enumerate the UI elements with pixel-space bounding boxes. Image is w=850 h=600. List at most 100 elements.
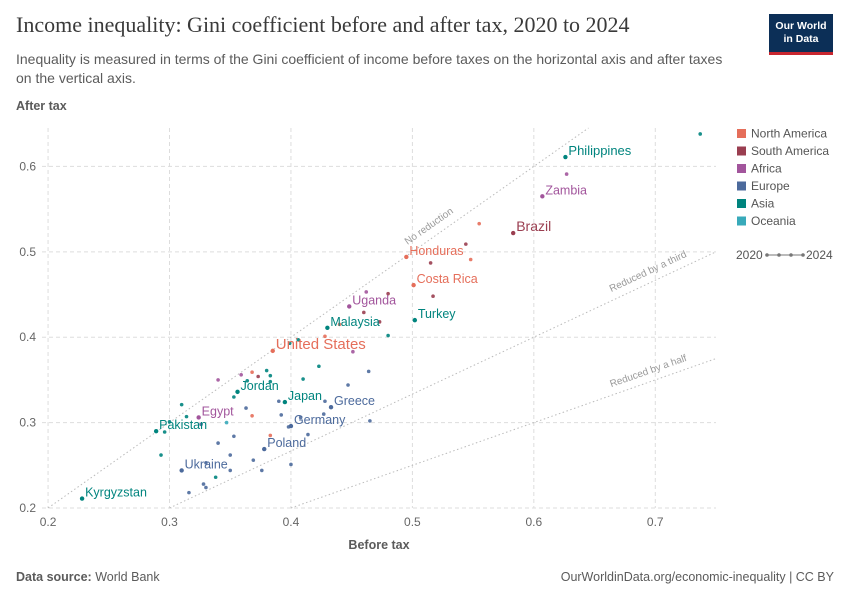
- data-point: [337, 322, 342, 327]
- data-point: [288, 423, 294, 429]
- footer-source: Data source: World Bank: [16, 570, 160, 584]
- country-label: Honduras: [409, 244, 463, 258]
- data-point: [431, 294, 435, 299]
- data-point: [204, 460, 208, 465]
- data-point: [228, 453, 233, 457]
- data-point: [153, 428, 159, 434]
- data-point: [468, 257, 473, 262]
- legend-swatch: [737, 216, 746, 226]
- data-point: [328, 405, 334, 410]
- legend-label: South America: [751, 144, 829, 158]
- data-point: [404, 254, 409, 260]
- legend-swatch: [737, 129, 746, 138]
- legend-label: Oceania: [751, 214, 796, 228]
- legend-swatch: [737, 164, 746, 173]
- country-labels: Philippines Zambia Brazil Honduras Costa Ric…: [85, 143, 632, 500]
- data-point: [386, 333, 390, 338]
- reference-line: [47, 127, 589, 509]
- data-point: [228, 468, 233, 473]
- reference-line-label: Reduced by a half: [609, 353, 689, 390]
- data-point: [268, 379, 273, 384]
- logo-line-2: in Data: [783, 33, 819, 45]
- data-point: [270, 348, 275, 354]
- y-tick-label: 0.6: [19, 159, 36, 173]
- time-legend-dot: [765, 253, 769, 257]
- data-point: [251, 458, 256, 462]
- country-label: Brazil: [516, 218, 551, 234]
- data-point: [199, 422, 203, 427]
- data-point: [301, 377, 305, 381]
- country-label: Pakistan: [159, 418, 207, 432]
- data-point: [187, 490, 191, 495]
- data-point: [411, 282, 416, 288]
- data-point: [159, 453, 163, 457]
- source-label: Data source:: [16, 570, 92, 584]
- time-legend-end: 2024: [806, 248, 833, 262]
- country-label: Malaysia: [330, 315, 379, 329]
- country-label: Japan: [288, 389, 322, 403]
- time-legend-dot: [789, 253, 793, 257]
- data-point: [204, 485, 208, 490]
- chart-title: Income inequality: Gini coefficient befo…: [16, 12, 630, 37]
- country-label: Kyrgyzstan: [85, 486, 147, 500]
- data-point: [347, 304, 352, 309]
- country-label: United States: [276, 336, 366, 353]
- y-tick-label: 0.5: [19, 245, 36, 259]
- legend-label: Asia: [751, 197, 775, 211]
- data-point: [79, 496, 85, 501]
- data-point: [386, 291, 390, 296]
- data-point: [256, 374, 260, 379]
- data-point: [362, 310, 366, 315]
- owid-logo[interactable]: Our World in Data: [769, 14, 833, 55]
- data-point: [289, 462, 293, 467]
- y-tick-label: 0.3: [19, 416, 36, 430]
- data-point: [317, 364, 321, 369]
- data-point: [282, 399, 288, 405]
- data-point: [162, 430, 167, 434]
- x-tick-label: 0.3: [161, 515, 178, 529]
- x-tick-label: 0.5: [404, 515, 421, 529]
- data-point: [412, 317, 418, 323]
- data-point: [351, 349, 355, 354]
- data-point: [277, 399, 281, 404]
- data-point: [377, 320, 382, 324]
- country-label: Greece: [334, 394, 375, 408]
- data-point: [232, 434, 236, 439]
- data-point: [279, 413, 284, 417]
- data-point: [346, 383, 350, 387]
- logo-line-1: Our World: [775, 20, 827, 32]
- legend-swatch: [737, 146, 746, 156]
- data-point: [325, 325, 330, 331]
- time-legend-dot: [777, 253, 781, 257]
- data-point: [250, 413, 254, 418]
- reference-line: [290, 358, 717, 509]
- country-label: Ukraine: [185, 457, 228, 471]
- data-point: [698, 132, 703, 136]
- chart-subtitle: Inequality is measured in terms of the G…: [16, 51, 723, 86]
- reference-line: [169, 251, 717, 509]
- legend-label: North America: [751, 127, 827, 141]
- x-axis-label: Before tax: [348, 538, 409, 552]
- x-tick-label: 0.4: [283, 515, 300, 529]
- axes: After tax Before tax: [16, 99, 410, 552]
- data-point: [184, 414, 189, 419]
- x-tick-label: 0.2: [40, 515, 57, 529]
- y-tick-label: 0.2: [19, 501, 36, 515]
- x-tick-label: 0.7: [647, 515, 664, 529]
- data-point: [540, 194, 545, 199]
- data-point: [216, 441, 220, 445]
- country-label: Zambia: [545, 183, 587, 197]
- legend-label: Europe: [751, 179, 790, 193]
- country-label: Germany: [294, 413, 346, 427]
- data-point: [477, 221, 481, 226]
- data-point: [235, 389, 240, 395]
- data-point: [298, 415, 303, 420]
- data-marks: [79, 132, 703, 501]
- data-point: [244, 406, 248, 410]
- data-point: [563, 154, 568, 160]
- legend-swatch: [737, 199, 746, 208]
- data-point: [366, 369, 371, 374]
- footer-link[interactable]: OurWorldinData.org/economic-inequality |…: [560, 570, 834, 584]
